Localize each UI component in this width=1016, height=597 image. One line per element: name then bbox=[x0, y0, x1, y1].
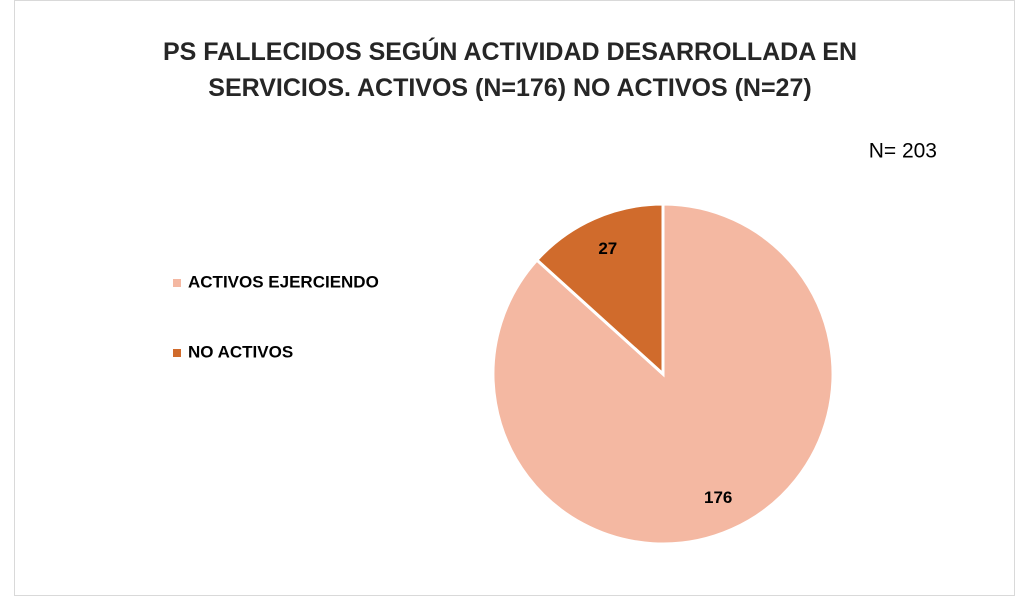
legend-swatch bbox=[173, 279, 181, 287]
legend-label: ACTIVOS EJERCIENDO bbox=[188, 272, 379, 291]
pie-slice bbox=[534, 202, 665, 378]
data-label: 27 bbox=[598, 239, 617, 258]
annotation: N= 203 bbox=[869, 140, 937, 163]
legend-label: NO ACTIVOS bbox=[188, 342, 293, 361]
chart-title: PS FALLECIDOS SEGÚN ACTIVIDAD DESARROLLA… bbox=[162, 38, 858, 102]
legend-swatch bbox=[173, 349, 181, 357]
data-label: 176 bbox=[704, 488, 732, 507]
